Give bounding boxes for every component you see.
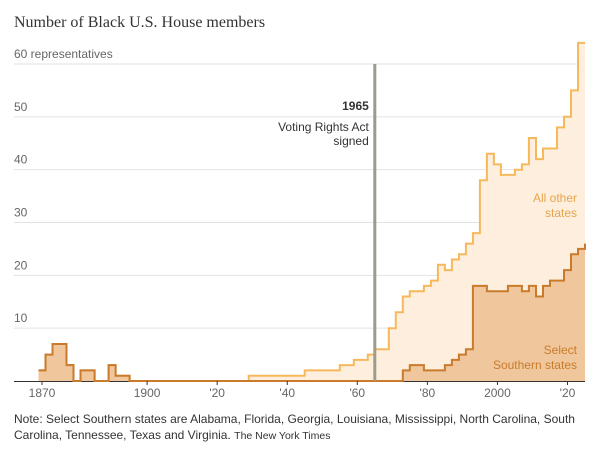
series-label-1-1: All other [533, 191, 577, 205]
footnote: Note: Select Southern states are Alabama… [14, 411, 589, 444]
source-credit: The New York Times [234, 430, 331, 442]
annotation-text-2: signed [333, 134, 368, 148]
y-tick-30: 30 [14, 206, 28, 220]
plot-areas [38, 41, 586, 382]
area-series-2 [38, 243, 585, 381]
annotation-text-1: Voting Rights Act [278, 120, 369, 134]
note-text: Note: Select Southern states are Alabama… [14, 412, 575, 442]
x-tick-1960: '60 [349, 386, 365, 400]
y-tick-40: 40 [14, 153, 28, 167]
y-tick-60: 60 representatives [14, 47, 113, 61]
x-tick-1920: '20 [209, 386, 225, 400]
area-series-1 [38, 42, 585, 382]
series-label-2-1: Select [544, 343, 578, 357]
x-tick-2020: '20 [560, 386, 576, 400]
line-series-2 [38, 243, 586, 382]
y-tick-20: 20 [14, 258, 28, 272]
annotation-year: 1965 [342, 99, 369, 113]
x-tick-1870: 1870 [29, 386, 56, 400]
x-tick-1980: '80 [420, 386, 436, 400]
x-tick-labels: 1870 1900 '20 '40 '60 '80 2000 '20 [29, 381, 576, 400]
y-tick-10: 10 [14, 311, 28, 325]
chart-title: Number of Black U.S. House members [14, 14, 265, 31]
y-tick-50: 50 [14, 100, 28, 114]
chart: Number of Black U.S. House members 60 re… [14, 14, 586, 400]
x-tick-2000: 2000 [484, 386, 511, 400]
series-label-1-2: states [545, 206, 577, 220]
x-tick-1940: '40 [279, 386, 295, 400]
y-tick-labels: 60 representatives 50 40 30 20 10 [14, 47, 113, 325]
x-tick-1900: 1900 [134, 386, 161, 400]
series-label-2-2: Southern states [493, 358, 577, 372]
